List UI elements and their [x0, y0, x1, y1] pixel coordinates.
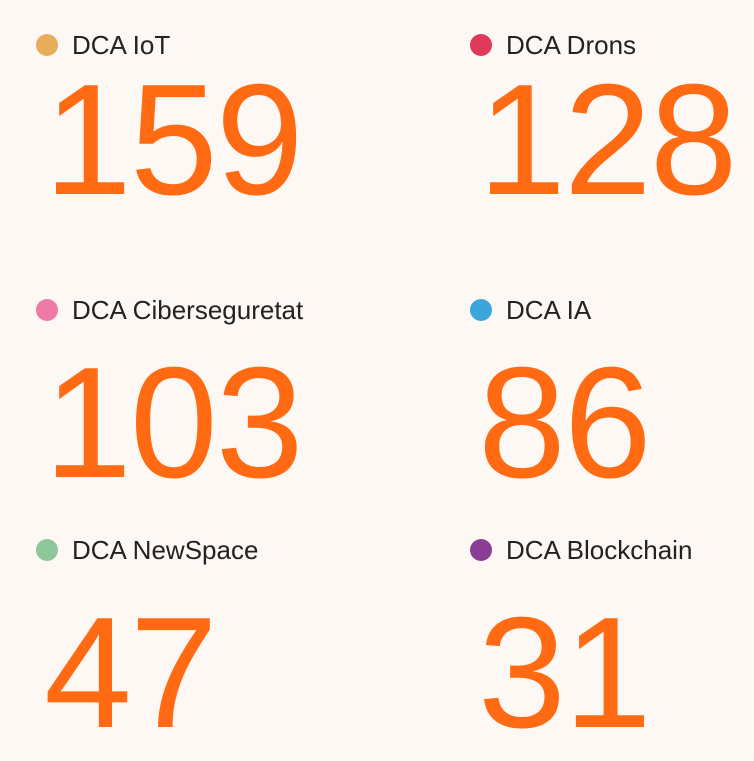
kpi-label: DCA Ciberseguretat: [72, 294, 304, 325]
legend-entry: DCA IoT: [36, 30, 170, 60]
legend-entry: DCA Drons: [470, 30, 636, 60]
legend-dot: [470, 299, 492, 321]
legend-dot: [470, 539, 492, 561]
kpi-value: 31: [478, 585, 652, 761]
kpi-page: DCA IoT 159 DCA Drons 128 DCA Ciberseguretat…: [36, 29, 738, 752]
legend-dot: [36, 34, 58, 56]
legend-dot: [36, 539, 58, 561]
legend-entry: DCA Blockchain: [470, 535, 692, 565]
kpi-label: DCA IA: [506, 294, 592, 325]
legend-dot: [36, 299, 58, 321]
kpi-value: 86: [478, 335, 652, 511]
kpi-value: 159: [44, 52, 304, 228]
kpi-label: DCA Drons: [506, 29, 637, 60]
kpi-label: DCA IoT: [72, 29, 171, 60]
kpi-value: 103: [44, 335, 304, 511]
kpi-label: DCA NewSpace: [72, 534, 259, 565]
kpi-value: 128: [478, 52, 738, 228]
kpi-value: 47: [44, 585, 218, 761]
legend-entry: DCA IA: [470, 295, 591, 325]
legend-entry: DCA NewSpace: [36, 535, 258, 565]
kpi-label: DCA Blockchain: [506, 534, 693, 565]
legend-dot: [470, 34, 492, 56]
legend-entry: DCA Ciberseguretat: [36, 295, 303, 325]
